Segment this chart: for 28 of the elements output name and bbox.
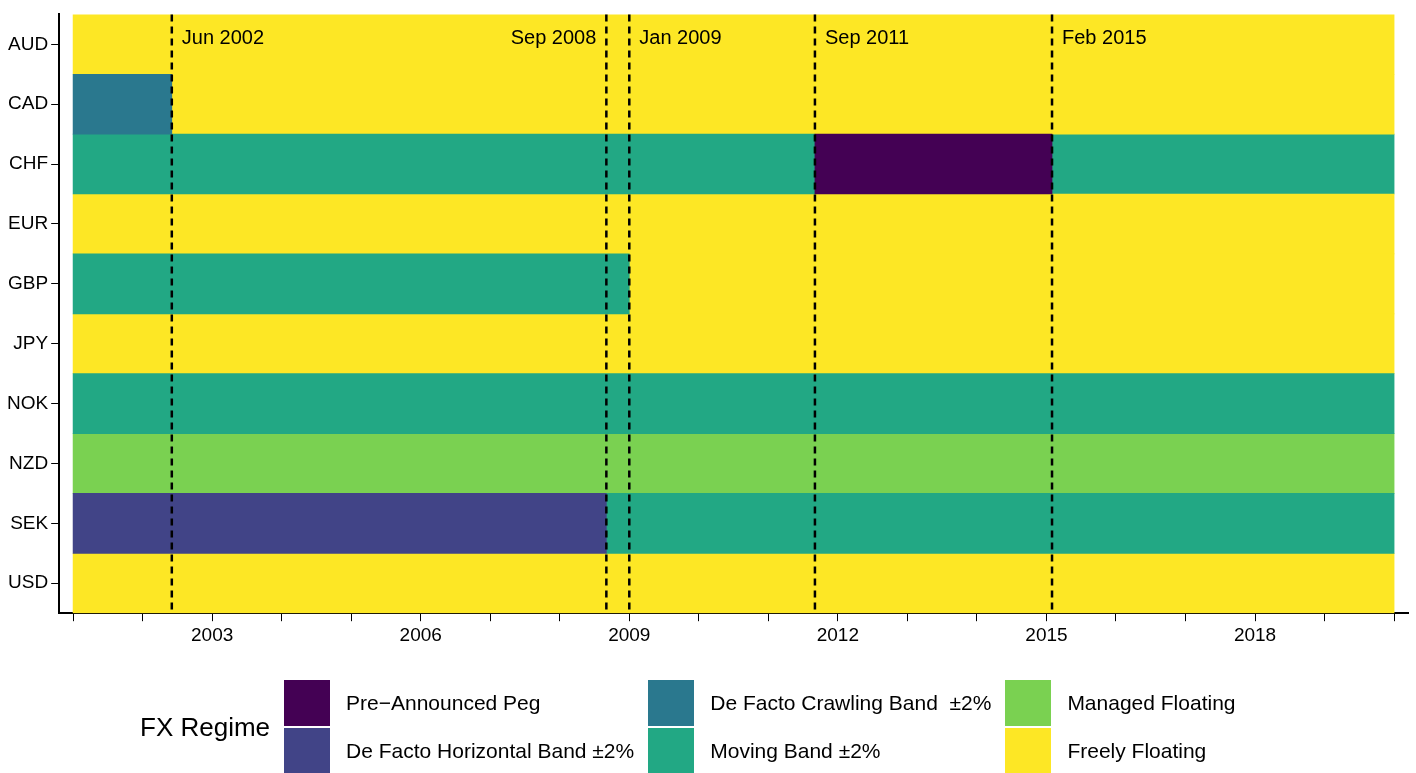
- y-tick-label: EUR: [8, 212, 49, 234]
- ref-line-label: Jun 2002: [181, 25, 265, 48]
- x-tick-label: 2003: [190, 623, 234, 645]
- legend-label: De Facto Horizontal Band ±2%: [346, 739, 635, 763]
- legend-label: Managed Floating: [1067, 691, 1236, 715]
- legend-label: Moving Band ±2%: [710, 739, 881, 763]
- ref-line-label: Jan 2009: [639, 25, 722, 48]
- ref-line-label: Sep 2011: [824, 25, 910, 48]
- y-tick-label: NOK: [6, 391, 49, 413]
- y-tick-label: CHF: [9, 152, 49, 174]
- x-tick-label: 2006: [399, 623, 442, 645]
- y-tick-label: AUD: [8, 32, 49, 54]
- x-tick-label: 2012: [816, 623, 860, 645]
- y-tick-label: USD: [8, 571, 49, 593]
- legend-label: Pre−Announced Peg: [346, 691, 541, 715]
- y-tick-label: NZD: [9, 451, 49, 473]
- y-tick-label: CAD: [8, 92, 49, 114]
- y-tick-label: SEK: [10, 511, 49, 533]
- ref-line-label: Feb 2015: [1062, 25, 1147, 48]
- ref-line-label: Sep 2008: [510, 25, 597, 48]
- legend-title: FX Regime: [140, 711, 271, 743]
- y-tick-label: GBP: [8, 272, 49, 294]
- legend-label: Freely Floating: [1067, 739, 1207, 763]
- x-tick-label: 2018: [1233, 623, 1277, 645]
- y-tick-label: JPY: [13, 331, 49, 353]
- x-tick-label: 2009: [608, 623, 651, 645]
- legend-label: De Facto Crawling Band ±2%: [710, 691, 992, 715]
- x-tick-label: 2015: [1025, 623, 1068, 645]
